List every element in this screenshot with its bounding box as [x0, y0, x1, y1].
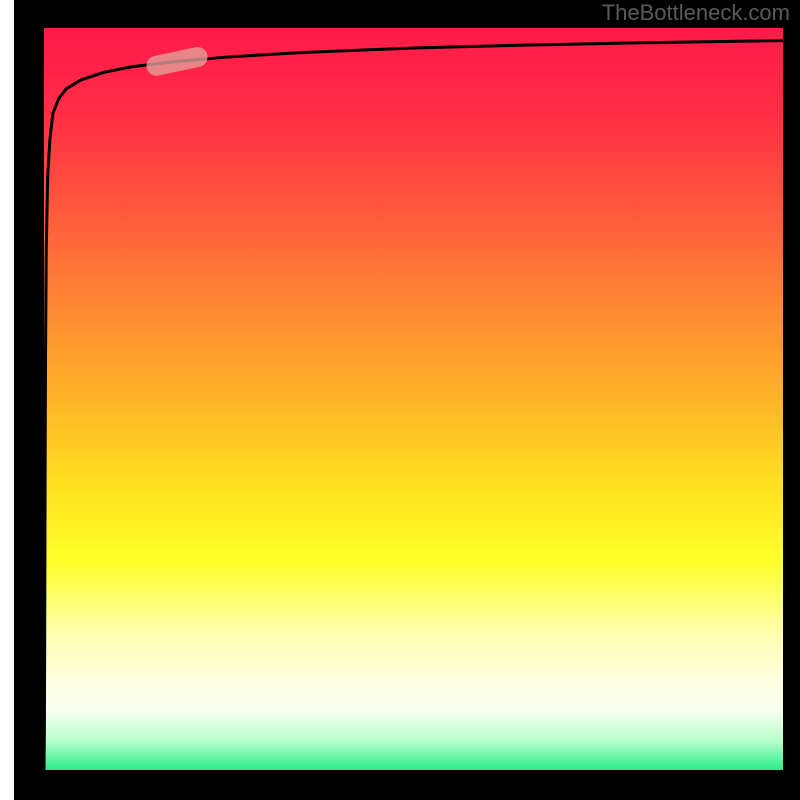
chart-container: TheBottleneck.com — [0, 0, 800, 800]
plot-background — [44, 28, 783, 770]
bottleneck-chart: TheBottleneck.com — [0, 0, 800, 800]
watermark-text: TheBottleneck.com — [602, 0, 790, 25]
